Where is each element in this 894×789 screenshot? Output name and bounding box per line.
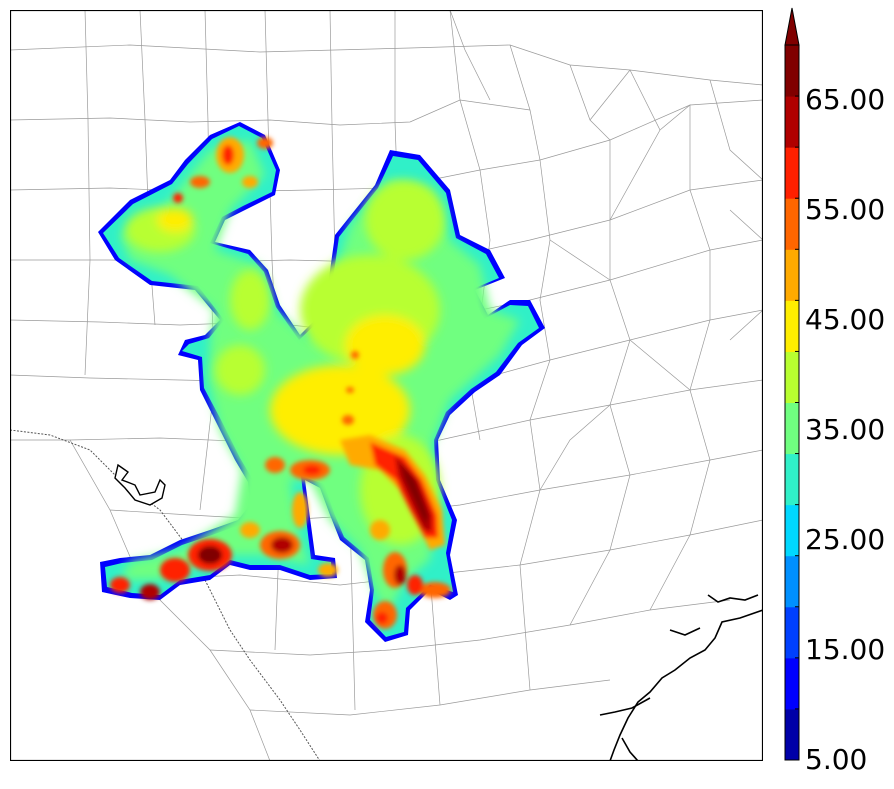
map [10, 10, 763, 761]
colorbar-swatch [785, 351, 799, 403]
colorbar-swatch [785, 555, 799, 608]
tick-label-65: 65.00 [805, 83, 885, 116]
tick-label-55: 55.00 [805, 193, 885, 226]
radar-field [98, 122, 545, 642]
tick-label-5: 5.00 [805, 743, 867, 776]
colorbar-swatch [785, 606, 799, 659]
colorbar: 65.00 55.00 45.00 35.00 25.00 15.00 5.00 [775, 0, 894, 785]
coastline [599, 594, 763, 761]
colorbar-extend-arrow [784, 7, 800, 46]
colorbar-swatch [785, 249, 799, 301]
colorbar-swatch [785, 96, 799, 148]
colorbar-swatch [785, 300, 799, 352]
colorbar-swatch [785, 402, 799, 455]
colorbar-swatch [785, 657, 799, 710]
tick-label-45: 45.00 [805, 303, 885, 336]
reservoir [114, 463, 166, 506]
colorbar-swatch [785, 453, 799, 506]
colorbar-swatch [785, 45, 799, 97]
colorbar-svg: 65.00 55.00 45.00 35.00 25.00 15.00 5.00 [784, 7, 885, 776]
colorbar-swatch [785, 504, 799, 557]
colorbar-swatch [785, 147, 799, 199]
map-frame [10, 10, 763, 761]
tick-label-15: 15.00 [805, 633, 885, 666]
colorbar-swatch [785, 708, 799, 761]
map-panel [10, 10, 763, 761]
colorbar-ticks [795, 44, 799, 761]
colorbar-swatch [785, 198, 799, 250]
tick-label-25: 25.00 [805, 523, 885, 556]
tick-label-35: 35.00 [805, 413, 885, 446]
colorbar-swatches [784, 7, 800, 761]
state-border [10, 429, 321, 761]
